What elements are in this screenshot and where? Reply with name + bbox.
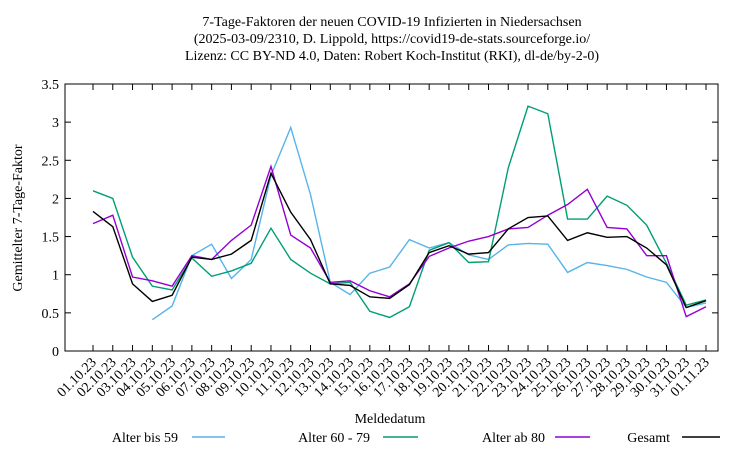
plot-frame [64,83,719,352]
legend-label: Alter ab 80 [482,431,545,446]
y-axis-label: Gemittelter 7-Tage-Faktor [11,144,26,291]
y-tick-label: 0 [52,345,59,360]
legend-label: Alter bis 59 [112,431,178,446]
legend-label: Gesamt [627,431,670,446]
y-tick-label: 0.5 [42,307,60,322]
series-line [151,125,707,321]
chart-title: Lizenz: CC BY-ND 4.0, Daten: Robert Koch… [185,49,599,64]
series-line [92,105,707,319]
y-tick-label: 2 [52,192,59,207]
y-tick-label: 1.5 [42,231,60,246]
series-line [92,164,707,318]
y-tick-label: 1 [52,269,59,284]
y-tick-label: 2.5 [42,154,60,169]
y-tick-label: 3.5 [42,78,60,93]
chart-title: 7-Tage-Faktoren der neuen COVID-19 Infiz… [202,15,581,30]
legend-label: Alter 60 - 79 [298,431,370,446]
series-line [92,171,707,309]
y-tick-label: 3 [52,116,59,131]
chart-title: (2025-03-09/2310, D. Lippold, https://co… [194,32,590,47]
x-axis-label: Meldedatum [355,412,426,427]
